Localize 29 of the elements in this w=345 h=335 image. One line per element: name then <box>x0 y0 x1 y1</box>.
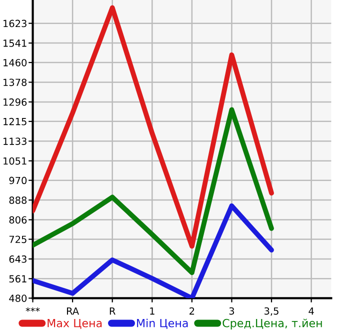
y-tick-label: 643 <box>9 255 26 263</box>
legend-label: Сред.Цена, т.йен <box>222 318 322 330</box>
y-tick-label: 1460 <box>4 58 27 66</box>
x-tick-label: 3 <box>229 307 234 315</box>
y-tick-label: 1623 <box>4 20 26 28</box>
y-tick-label: 480 <box>9 294 27 302</box>
y-tick-label: 888 <box>9 196 27 204</box>
y-tick-label: 561 <box>9 275 26 283</box>
y-tick-label: 1051 <box>4 157 26 165</box>
line-series <box>32 203 274 298</box>
line-series <box>32 5 274 249</box>
x-tick-label: R <box>110 307 116 315</box>
legend-label: Min Цена <box>137 318 188 329</box>
x-tick-label: 1 <box>150 307 154 315</box>
y-tick-label: 1378 <box>4 78 27 86</box>
line-series <box>32 107 274 276</box>
x-tick-label: *** <box>26 307 40 312</box>
x-tick-label: 3,5 <box>264 307 278 316</box>
y-tick-label: 1296 <box>4 98 27 106</box>
x-tick-label: 2 <box>190 307 194 315</box>
x-tick-label: RA <box>67 307 79 315</box>
y-tick-label: 806 <box>9 216 27 224</box>
y-tick-label: 970 <box>9 176 27 184</box>
y-tick-label: 1215 <box>4 118 26 126</box>
y-tick-label: 1541 <box>4 40 26 47</box>
x-tick-label: 4 <box>308 307 314 315</box>
y-tick-label: 725 <box>9 236 26 244</box>
legend-label: Max Цена <box>48 319 102 329</box>
y-tick-label: 1133 <box>4 138 26 145</box>
